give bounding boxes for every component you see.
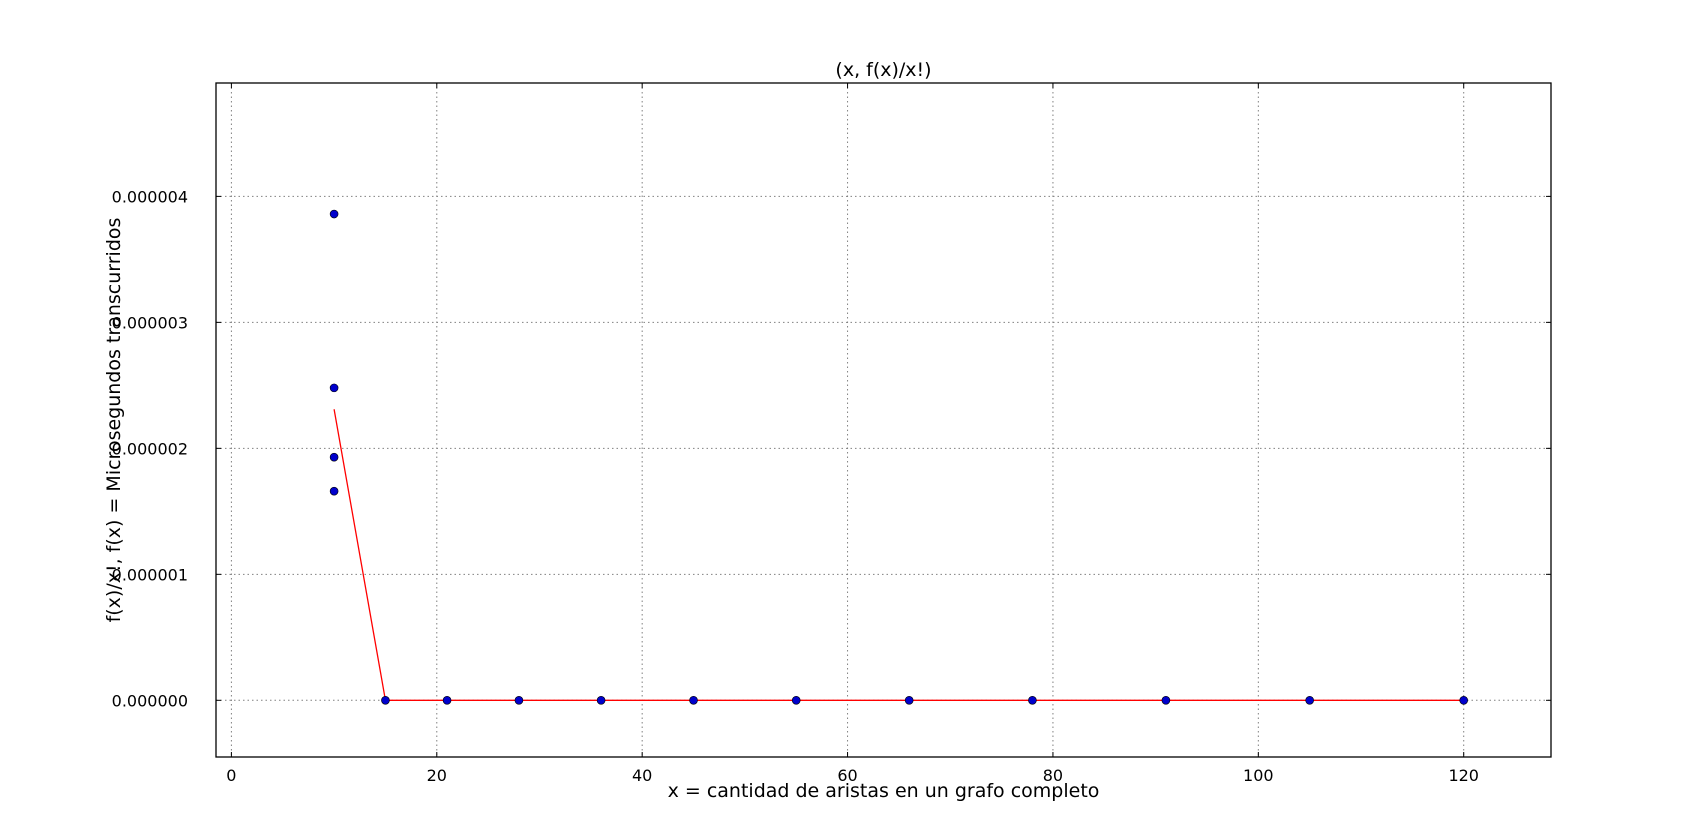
x-tick-label: 60 [837,766,857,785]
chart-title: (x, f(x)/x!) [835,59,931,81]
data-point [329,486,339,496]
x-tick-label: 80 [1043,766,1063,785]
data-point [904,696,914,705]
y-tick-label: 0.000002 [112,439,188,458]
data-point [596,696,606,705]
plot-frame [215,82,1552,758]
data-point [689,696,698,705]
y-axis-label: f(x)/x!, f(x) = Microsegundos transcurri… [103,218,125,623]
x-tick-label: 0 [226,766,236,785]
data-point [329,452,339,462]
data-point [1305,696,1314,705]
data-point [381,696,390,705]
data-point [442,696,452,705]
x-tick-label: 120 [1448,766,1479,785]
y-tick-label: 0.000000 [112,691,188,710]
data-point [1459,696,1469,705]
grid-layer [216,83,1551,757]
data-point [1161,696,1171,705]
y-tick-label: 0.000004 [112,187,188,206]
y-tick-label: 0.000003 [112,313,188,332]
y-tick-label: 0.000001 [112,565,188,584]
data-point [329,209,339,219]
x-tick-label: 100 [1243,766,1274,785]
x-tick-label: 40 [632,766,652,785]
data-point [329,383,339,393]
tick-layer: 0 20 40 60 80 100 120 0.000000 0.000001 0.000002 0… [112,83,1551,785]
series-layer [329,209,1469,705]
data-point [1028,696,1037,705]
x-tick-label: 20 [427,766,447,785]
x-axis-label: x = cantidad de aristas en un grafo comp… [668,780,1100,802]
fit-line [333,409,1464,701]
data-point [514,696,524,705]
data-point [791,696,801,705]
